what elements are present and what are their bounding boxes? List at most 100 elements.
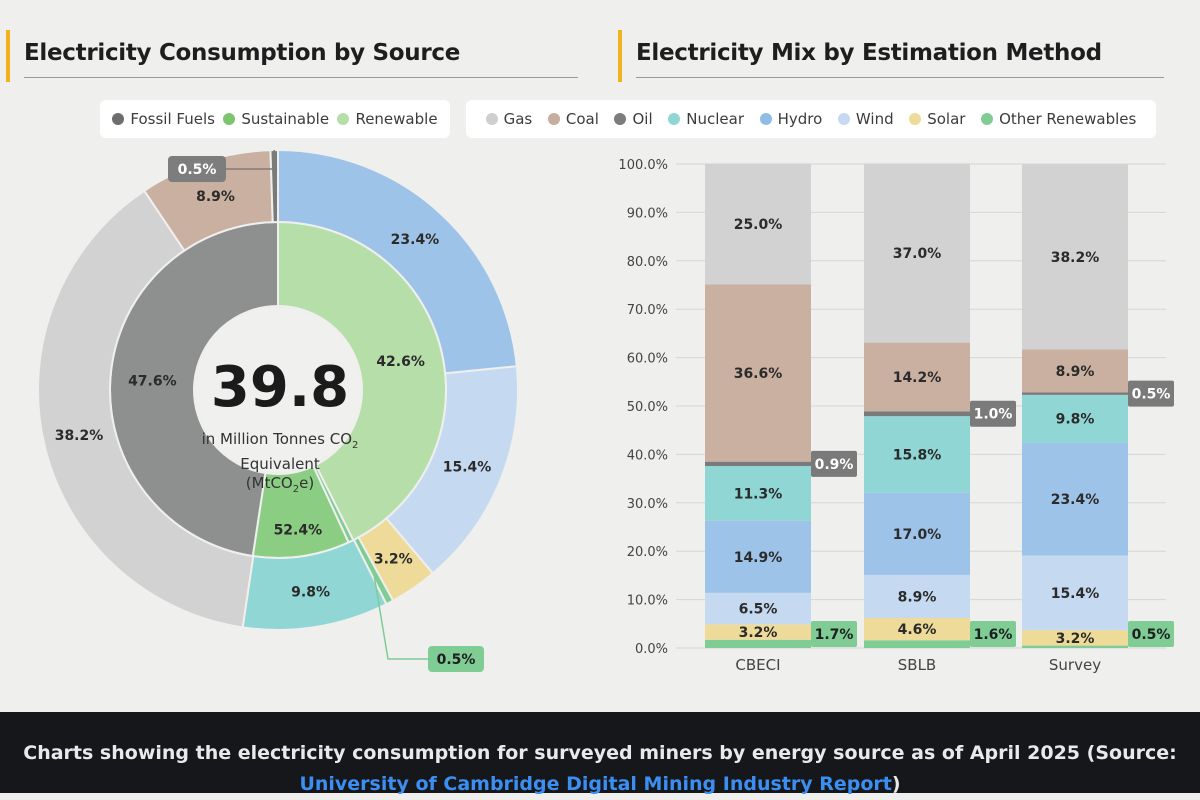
bar-label-sblb-solar: 4.6% bbox=[898, 622, 937, 638]
bar-cbeci-gas bbox=[705, 163, 811, 285]
bar-survey-other-renewables bbox=[1022, 645, 1128, 648]
bar-cbeci-solar bbox=[705, 624, 811, 640]
legend-label: Fossil Fuels bbox=[130, 110, 215, 128]
legend-item-oil: Oil bbox=[614, 110, 653, 128]
bar-survey-gas bbox=[1022, 164, 1128, 350]
left-chart-title-block: Electricity Consumption by Source bbox=[6, 30, 578, 82]
y-tick-label: 30.0% bbox=[627, 497, 668, 512]
callout-line bbox=[226, 150, 275, 170]
title-divider bbox=[24, 77, 578, 78]
donut-outer-slice-hydro bbox=[277, 148, 518, 375]
bar-sblb-other-renewables bbox=[864, 640, 970, 648]
bar-sblb-wind bbox=[864, 574, 970, 618]
unit-line1: in Million Tonnes CO bbox=[201, 430, 353, 448]
donut-label-gas: 38.2% bbox=[55, 428, 104, 444]
legend-label: Wind bbox=[855, 110, 894, 128]
legend-dot-icon bbox=[759, 113, 772, 125]
legend-dot-icon bbox=[547, 113, 560, 125]
bar-legend: Gas Coal Oil Nuclear Hydro Wind Solar Ot… bbox=[466, 100, 1156, 138]
bar-sblb-solar bbox=[864, 617, 970, 641]
bar-label-survey-gas: 38.2% bbox=[1051, 250, 1100, 266]
legend-item-sustainable: Sustainable bbox=[223, 110, 329, 128]
y-tick-label: 80.0% bbox=[627, 255, 668, 270]
bar-callout-label-cbeci-other-renewables: 1.7% bbox=[815, 627, 854, 643]
bar-callout-box-survey-oil bbox=[1128, 380, 1174, 407]
bar-cbeci-other-renewables bbox=[705, 639, 811, 648]
donut-center-unit: in Million Tonnes CO2 Equivalent (MtCO2e… bbox=[180, 430, 380, 499]
donut-label-sustainable: 42.6% bbox=[376, 354, 425, 370]
bar-sblb-coal bbox=[864, 342, 970, 412]
caption-main: Charts showing the electricity consumpti… bbox=[23, 742, 1177, 764]
legend-item-nuclear: Nuclear bbox=[668, 110, 744, 128]
callout-line bbox=[372, 571, 428, 660]
unit-line3-pre: (MtCO bbox=[245, 474, 293, 492]
bar-callout-label-sblb-other-renewables: 1.6% bbox=[974, 627, 1013, 643]
bar-label-cbeci-nuclear: 11.3% bbox=[734, 486, 783, 502]
legend-dot-icon bbox=[614, 113, 627, 125]
bar-callout-box-survey-other-renewables bbox=[1128, 621, 1174, 647]
bar-label-sblb-nuclear: 15.8% bbox=[893, 447, 942, 463]
bar-sblb-gas bbox=[864, 163, 970, 343]
donut-label-hydro: 23.4% bbox=[391, 232, 440, 248]
legend-dot-icon bbox=[981, 113, 994, 125]
unit-line1-sub: 2 bbox=[352, 440, 359, 451]
donut-label-solar: 3.2% bbox=[374, 551, 413, 567]
bar-cbeci-oil bbox=[705, 461, 811, 467]
legend-label: Nuclear bbox=[686, 110, 744, 128]
bar-callout-box-sblb-other-renewables bbox=[970, 621, 1016, 647]
legend-dot-icon bbox=[223, 113, 236, 125]
source-link[interactable]: University of Cambridge Digital Mining I… bbox=[299, 773, 892, 795]
donut-label-coal: 8.9% bbox=[196, 189, 235, 205]
donut-chart: 42.6% 52.4% 47.6% 23.4% 15.4% 3.2% 9.8% 38.2% 8.… bbox=[37, 148, 519, 672]
right-chart-title-block: Electricity Mix by Estimation Method bbox=[618, 30, 1164, 82]
left-chart-title: Electricity Consumption by Source bbox=[24, 40, 461, 66]
legend-dot-icon bbox=[909, 113, 922, 125]
legend-item-gas: Gas bbox=[485, 110, 533, 128]
bar-survey-wind bbox=[1022, 555, 1128, 631]
callout-box bbox=[428, 646, 484, 672]
y-tick-label: 40.0% bbox=[627, 448, 668, 463]
bar-callout-box-sblb-oil bbox=[970, 400, 1016, 427]
bar-survey-hydro bbox=[1022, 442, 1128, 556]
legend-label: Oil bbox=[632, 110, 653, 128]
legend-label: Gas bbox=[503, 110, 533, 128]
donut-outer-slice-gas bbox=[37, 189, 255, 629]
bar-callout-box-cbeci-other-renewables bbox=[811, 621, 857, 647]
donut-callout-oil: 0.5% bbox=[168, 150, 275, 182]
legend-label: Coal bbox=[565, 110, 599, 128]
bar-label-sblb-hydro: 17.0% bbox=[893, 527, 942, 543]
bar-label-sblb-coal: 14.2% bbox=[893, 370, 942, 386]
callout-box bbox=[168, 156, 226, 182]
bar-cbeci-wind bbox=[705, 592, 811, 625]
caption-footer: Charts showing the electricity consumpti… bbox=[0, 712, 1200, 795]
bar-label-sblb-wind: 8.9% bbox=[898, 589, 937, 605]
y-tick-label: 0.0% bbox=[635, 642, 668, 657]
legend-label: Sustainable bbox=[241, 110, 330, 128]
bar-sblb-nuclear bbox=[864, 416, 970, 493]
donut-legend: Fossil Fuels Sustainable Renewable bbox=[100, 100, 450, 138]
callout-label: 0.5% bbox=[178, 162, 217, 178]
y-tick-label: 60.0% bbox=[627, 352, 668, 367]
unit-line2: Equivalent bbox=[240, 455, 320, 473]
right-chart-title: Electricity Mix by Estimation Method bbox=[636, 40, 1102, 66]
callout-label: 0.5% bbox=[437, 652, 476, 668]
caption-end: ) bbox=[891, 773, 901, 795]
bar-callout-label-cbeci-oil: 0.9% bbox=[815, 457, 854, 473]
bar-survey-coal bbox=[1022, 349, 1128, 393]
unit-line3-sub: 2 bbox=[292, 484, 300, 495]
donut-outer-slice-oil bbox=[269, 148, 279, 224]
donut-label-fossil-fuels: 47.6% bbox=[128, 374, 177, 390]
bar-label-survey-nuclear: 9.8% bbox=[1056, 412, 1095, 428]
y-tick-label: 70.0% bbox=[627, 303, 668, 318]
legend-item-solar: Solar bbox=[909, 110, 965, 128]
bar-label-cbeci-coal: 36.6% bbox=[734, 366, 783, 382]
x-tick-label-cbeci: CBECI bbox=[735, 656, 780, 674]
bar-callout-box-cbeci-oil bbox=[811, 450, 857, 477]
bar-label-cbeci-hydro: 14.9% bbox=[734, 550, 783, 566]
y-tick-label: 90.0% bbox=[627, 206, 668, 221]
bar-label-cbeci-wind: 6.5% bbox=[739, 602, 778, 618]
bar-label-survey-wind: 15.4% bbox=[1051, 586, 1100, 602]
bar-callout-label-survey-oil: 0.5% bbox=[1132, 387, 1171, 403]
title-divider bbox=[636, 77, 1164, 78]
legend-dot-icon bbox=[337, 113, 350, 125]
